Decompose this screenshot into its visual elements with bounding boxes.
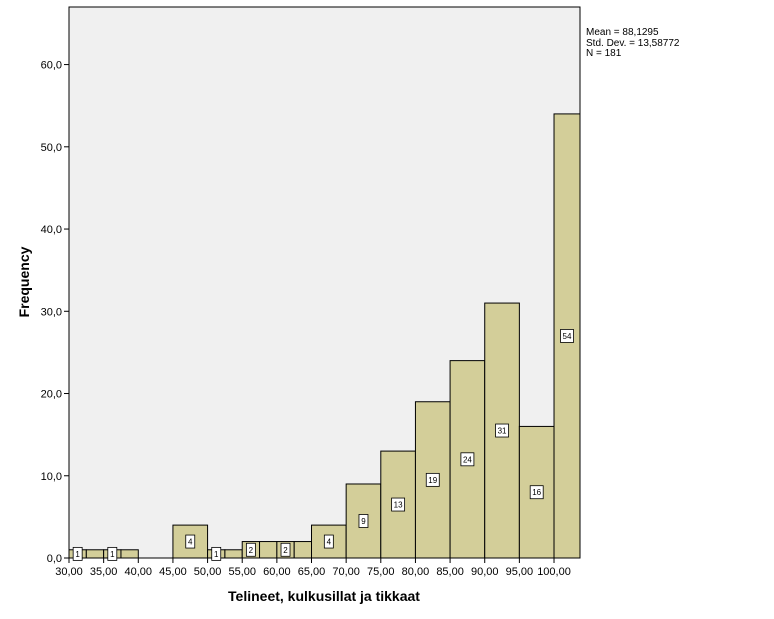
- bar-label-box-11: [323, 534, 334, 549]
- x-tick-label-12: 90,00: [471, 566, 499, 578]
- x-tick-label-0: 30,00: [55, 566, 83, 578]
- bar-label-2: 1: [110, 550, 115, 559]
- x-tick-label-10: 80,00: [402, 566, 430, 578]
- x-tick-label-8: 70,00: [332, 566, 360, 578]
- x-tick-label-9: 75,00: [367, 566, 395, 578]
- bar-label-box-12: [358, 514, 369, 528]
- bar-label-18: 54: [563, 332, 572, 341]
- bar-label-11: 4: [327, 538, 332, 547]
- bar-label-box-5: [211, 546, 222, 561]
- bar-label-4: 4: [188, 538, 193, 547]
- bar-label-box-2: [107, 546, 118, 561]
- x-tick-label-3: 45,00: [159, 566, 187, 578]
- y-tick-label-0: 0,0: [47, 553, 62, 565]
- bar-label-box-0: [72, 546, 83, 561]
- bar-label-16: 31: [498, 427, 507, 436]
- histogram-bar-14: [414, 401, 451, 559]
- x-tick-label-11: 85,00: [436, 566, 464, 578]
- y-tick-label-3: 30,0: [41, 306, 62, 318]
- x-tick-label-6: 60,00: [263, 566, 291, 578]
- std-dev-stat: Std. Dev. = 13,58772: [586, 37, 680, 49]
- bar-label-12: 9: [361, 517, 366, 526]
- bar-label-box-13: [391, 497, 406, 512]
- histogram-bar-1: [85, 549, 105, 559]
- bar-label-box-16: [495, 423, 509, 438]
- x-tick-label-7: 65,00: [298, 566, 326, 578]
- y-axis-label: Frequency: [16, 246, 32, 317]
- bar-label-9: 2: [283, 546, 288, 555]
- x-tick-label-1: 35,00: [90, 566, 118, 578]
- bar-label-13: 13: [394, 501, 403, 510]
- y-tick-label-6: 60,0: [41, 60, 62, 72]
- bar-label-box-15: [460, 452, 475, 467]
- histogram-bar-8: [259, 541, 278, 559]
- summary-statistics: Mean = 88,1295 Std. Dev. = 13,58772 N = …: [586, 27, 680, 60]
- histogram-bar-10: [293, 541, 313, 559]
- bar-label-box-9: [280, 542, 291, 557]
- y-tick-label-5: 50,0: [41, 142, 62, 154]
- bar-label-box-7: [245, 542, 256, 557]
- x-tick-label-5: 55,00: [228, 566, 256, 578]
- x-tick-label-2: 40,00: [125, 566, 153, 578]
- bar-label-box-17: [529, 485, 544, 500]
- bar-label-15: 24: [463, 455, 472, 464]
- histogram-bar-3: [120, 549, 139, 559]
- bar-label-14: 19: [428, 476, 437, 485]
- bar-label-5: 1: [214, 550, 219, 559]
- y-tick-label-1: 10,0: [41, 471, 62, 483]
- bar-label-box-4: [185, 534, 196, 549]
- mean-stat: Mean = 88,1295: [586, 27, 659, 38]
- bar-label-17: 16: [532, 488, 541, 497]
- bar-label-box-18: [560, 329, 574, 343]
- x-tick-label-14: 100,00: [537, 566, 571, 578]
- bar-label-box-14: [425, 472, 440, 487]
- y-tick-label-4: 40,0: [41, 224, 62, 236]
- x-axis-label: Telineet, kulkusillat ja tikkaat: [228, 588, 420, 604]
- histogram-bar-15: [449, 360, 486, 559]
- n-stat: N = 181: [586, 48, 622, 59]
- histogram-bar-6: [224, 549, 243, 559]
- y-tick-label-2: 20,0: [41, 389, 62, 401]
- bar-label-0: 1: [75, 550, 80, 559]
- x-tick-label-13: 95,00: [506, 566, 534, 578]
- x-tick-label-4: 50,00: [194, 566, 222, 578]
- bar-label-7: 2: [249, 546, 254, 555]
